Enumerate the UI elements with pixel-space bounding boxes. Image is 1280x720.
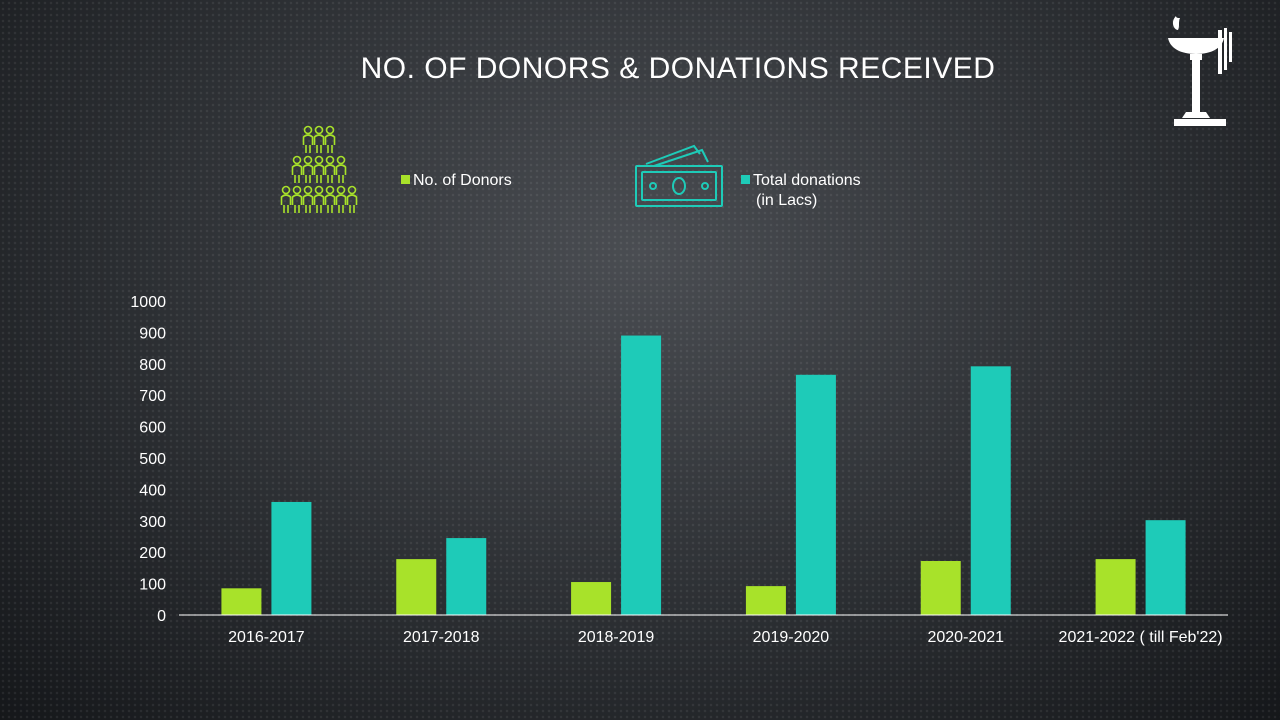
person-head xyxy=(314,155,324,165)
y-tick-label: 300 xyxy=(139,514,166,531)
x-tick-label: 2020-2021 xyxy=(927,629,1004,646)
person-head xyxy=(347,185,357,195)
person-body xyxy=(313,164,325,183)
person-head xyxy=(325,155,335,165)
y-tick-label: 200 xyxy=(139,545,166,562)
x-tick-label: 2016-2017 xyxy=(228,629,305,646)
person-head xyxy=(292,155,302,165)
person-head xyxy=(303,155,313,165)
banknote-icon xyxy=(635,144,723,207)
person-body xyxy=(335,164,347,183)
person-head xyxy=(336,185,346,195)
person-head xyxy=(314,185,324,195)
y-tick-label: 500 xyxy=(139,451,166,468)
person-body xyxy=(302,194,314,213)
y-tick-label: 700 xyxy=(139,388,166,405)
bar-donors xyxy=(1095,559,1136,615)
legend-donations-label: Total donations xyxy=(753,172,861,189)
y-tick-label: 900 xyxy=(139,325,166,342)
person-head xyxy=(314,125,324,135)
person-body xyxy=(280,194,292,213)
person-body xyxy=(335,194,347,213)
person-body xyxy=(324,164,336,183)
bar-donations xyxy=(271,501,312,615)
y-tick-label: 400 xyxy=(139,482,166,499)
person-body xyxy=(313,194,325,213)
person-head xyxy=(292,185,302,195)
person-body xyxy=(302,164,314,183)
y-tick-label: 800 xyxy=(139,357,166,374)
person-body xyxy=(291,194,303,213)
person-body xyxy=(324,134,336,153)
legend-donations-swatch xyxy=(741,175,750,184)
person-head xyxy=(325,125,335,135)
x-tick-label: 2019-2020 xyxy=(753,629,830,646)
person-head xyxy=(303,125,313,135)
person-head xyxy=(303,185,313,195)
bar-donors xyxy=(221,588,262,615)
person-head xyxy=(325,185,335,195)
bar-donations xyxy=(795,374,836,615)
person-head xyxy=(281,185,291,195)
torch-lamp-icon xyxy=(1168,16,1232,126)
bar-donations xyxy=(970,366,1011,615)
person-body xyxy=(302,134,314,153)
x-tick-label: 2018-2019 xyxy=(578,629,655,646)
y-tick-label: 1000 xyxy=(130,294,166,311)
legend-donations-sublabel: (in Lacs) xyxy=(756,192,818,209)
legend-donors-swatch xyxy=(401,175,410,184)
x-tick-label: 2021-2022 ( till Feb'22) xyxy=(1059,629,1223,646)
person-body xyxy=(291,164,303,183)
y-tick-label: 600 xyxy=(139,420,166,437)
bar-donations xyxy=(621,335,662,615)
bar-donors xyxy=(745,586,786,615)
x-tick-label: 2017-2018 xyxy=(403,629,480,646)
bar-donors xyxy=(920,560,961,615)
y-tick-label: 0 xyxy=(157,608,166,625)
legend-donations: Total donations (in Lacs) xyxy=(741,171,861,211)
bar-donations xyxy=(1145,520,1186,615)
people-group-icon xyxy=(280,125,358,213)
legend-donors: No. of Donors xyxy=(401,171,512,191)
y-tick-label: 100 xyxy=(139,577,166,594)
bar-donations xyxy=(446,538,487,615)
person-body xyxy=(313,134,325,153)
bar-donors xyxy=(571,582,612,615)
person-body xyxy=(324,194,336,213)
person-body xyxy=(346,194,358,213)
slide-title: NO. OF DONORS & DONATIONS RECEIVED xyxy=(360,52,996,85)
person-head xyxy=(336,155,346,165)
legend-donors-label: No. of Donors xyxy=(413,172,512,189)
bar-donors xyxy=(396,559,437,615)
